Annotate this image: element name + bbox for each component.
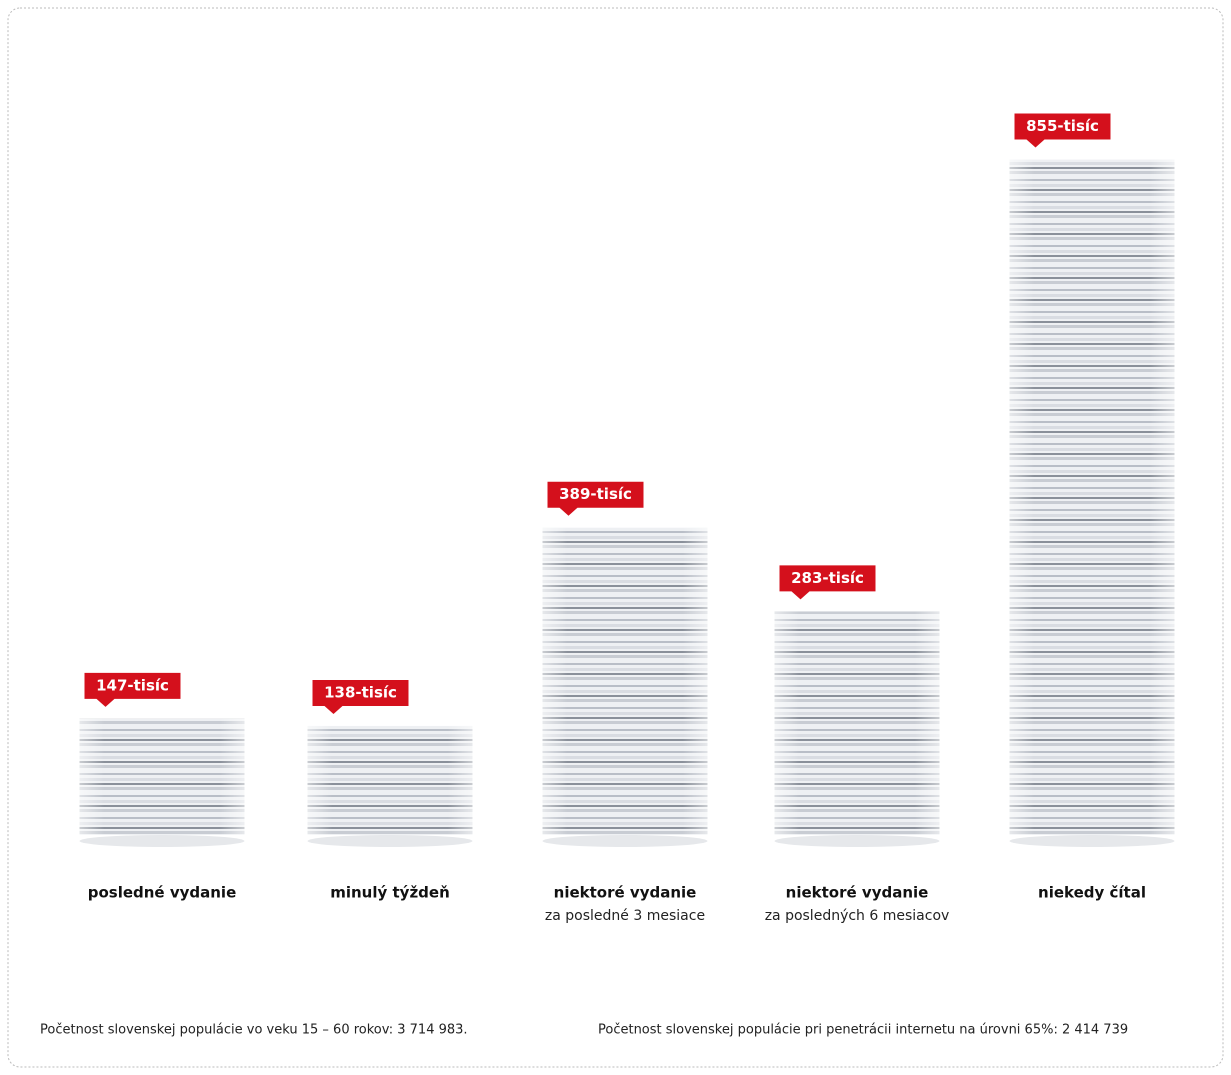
x-tick-label: niektoré vydanie [554,884,697,902]
value-label: 389-tisíc [559,485,632,503]
note: Početnost slovenskej populácie vo veku 1… [40,1023,468,1038]
bar-shadow [307,835,473,847]
x-tick-label: minulý týždeň [330,884,450,902]
bar-shade [542,527,708,835]
note: Početnost slovenskej populácie pri penet… [598,1023,1128,1038]
value-badge [312,679,409,714]
bar-shade [1009,159,1175,836]
bar-shade [774,611,940,835]
bar-shadow [1009,835,1175,847]
value-label: 283-tisíc [791,569,864,587]
x-tick-label: niekedy čítal [1038,884,1146,902]
value-label: 855-tisíc [1026,117,1099,135]
value-badge [547,481,644,516]
x-tick-sublabel: za posledné 3 mesiace [545,908,705,924]
x-tick-label: posledné vydanie [88,884,237,902]
bar-shade [307,725,473,835]
value-label: 138-tisíc [324,683,397,701]
value-label: 147-tisíc [96,676,169,694]
value-badge [1014,113,1111,148]
bar-shade [79,718,245,835]
value-badge [84,672,181,707]
value-badge [779,565,876,600]
x-tick-label: niektoré vydanie [786,884,929,902]
bar-shadow [774,835,940,847]
x-tick-sublabel: za posledných 6 mesiacov [765,908,950,924]
bar-shadow [542,835,708,847]
bar-shadow [79,835,245,847]
